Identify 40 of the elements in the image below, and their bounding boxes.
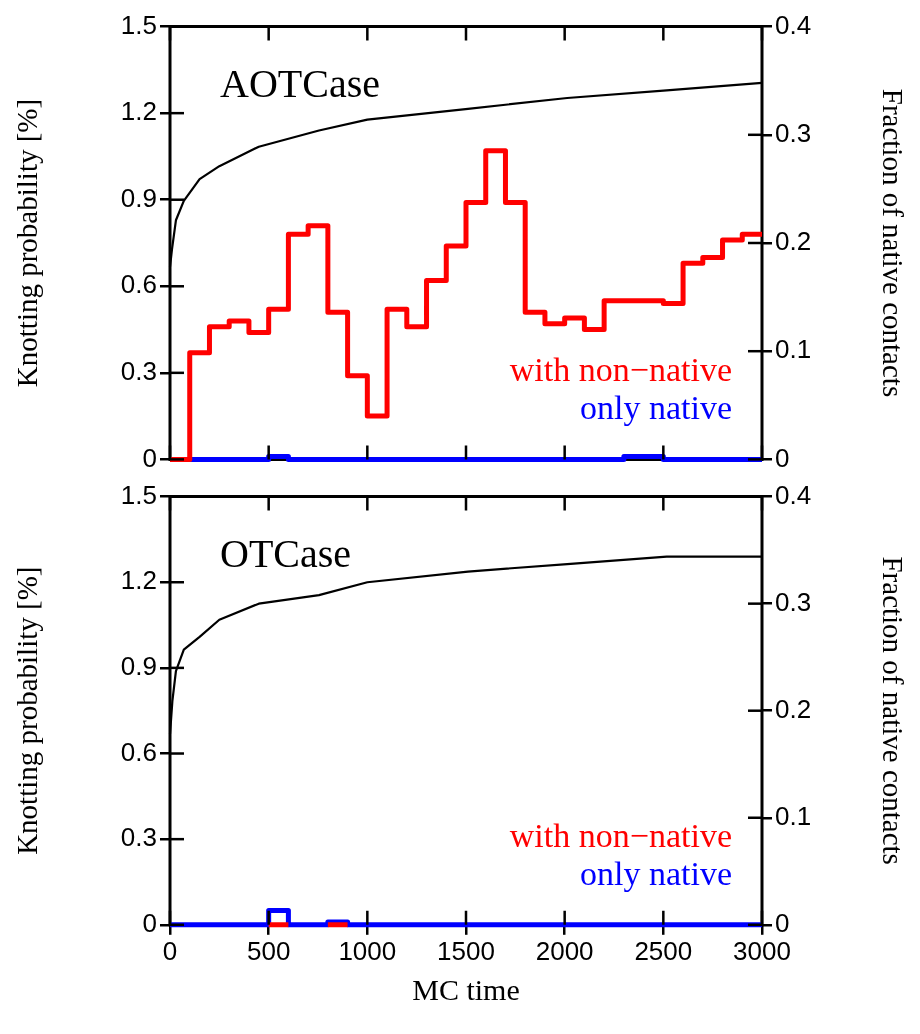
annotation: OTCase [220, 530, 352, 576]
annotation: AOTCase [220, 60, 380, 106]
y2-tick-label: 0.3 [775, 117, 812, 148]
y2-tick-label: 0 [775, 907, 790, 938]
x-tick-label: 500 [246, 935, 291, 966]
y2-tick-label: 0.1 [775, 800, 812, 831]
x-tick-label: 2500 [634, 935, 693, 966]
x-axis-title: MC time [412, 972, 520, 1006]
series-label: only native [579, 389, 732, 427]
y-tick-label: 1.5 [120, 9, 157, 40]
y-axis-title: Knotting probability [%] [11, 98, 44, 388]
y-tick-label: 0 [142, 907, 157, 938]
y2-axis-title: Fraction of native contacts [876, 556, 909, 865]
y-tick-label: 1.2 [120, 565, 157, 596]
x-tick-label: 0 [162, 935, 178, 966]
y-tick-label: 1.2 [120, 96, 157, 127]
y-tick-label: 0.9 [120, 182, 157, 213]
y-tick-label: 0.9 [120, 651, 157, 682]
y2-tick-label: 0.2 [775, 226, 812, 257]
series-label: with non−native [509, 351, 732, 389]
y-tick-label: 0.3 [120, 822, 157, 853]
y-axis-title: Knotting probability [%] [11, 566, 44, 855]
y2-tick-label: 0.4 [775, 479, 812, 510]
x-tick-label: 2000 [535, 935, 594, 966]
y-tick-label: 1.5 [120, 479, 157, 510]
y-tick-label: 0.3 [120, 356, 157, 387]
y2-tick-label: 0.2 [775, 693, 812, 724]
y-tick-label: 0.6 [120, 269, 157, 300]
x-tick-label: 3000 [733, 935, 791, 966]
y2-axis-title: Fraction of native contacts [876, 88, 909, 398]
x-tick-label: 1000 [338, 935, 397, 966]
y2-tick-label: 0.4 [775, 9, 812, 40]
y-tick-label: 0.6 [120, 736, 157, 767]
y2-tick-label: 0.1 [775, 334, 812, 365]
y2-tick-label: 0.3 [775, 586, 812, 617]
series-label: only native [579, 854, 732, 892]
y-tick-label: 0 [142, 442, 157, 473]
y2-tick-label: 0 [775, 442, 790, 473]
x-tick-label: 1500 [437, 935, 495, 966]
text: with non−native [509, 816, 732, 854]
